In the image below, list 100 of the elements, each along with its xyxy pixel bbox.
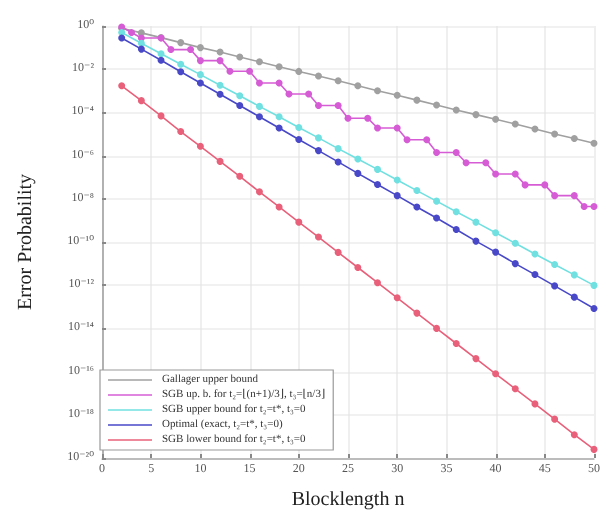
point xyxy=(413,96,421,104)
point xyxy=(177,128,185,136)
point xyxy=(452,225,460,233)
point xyxy=(570,134,578,142)
point xyxy=(236,53,244,61)
point xyxy=(393,124,401,132)
point xyxy=(492,370,500,378)
point xyxy=(433,148,441,156)
point xyxy=(374,180,382,188)
point xyxy=(570,192,578,200)
point xyxy=(413,187,421,195)
point xyxy=(196,79,204,87)
point xyxy=(137,45,145,53)
point xyxy=(236,92,244,100)
point xyxy=(580,203,588,210)
point xyxy=(236,172,244,180)
point xyxy=(314,101,322,109)
point xyxy=(492,170,500,178)
point xyxy=(216,157,224,165)
point xyxy=(118,34,126,42)
point xyxy=(472,218,480,226)
point xyxy=(255,79,263,87)
point xyxy=(364,114,372,122)
point xyxy=(354,169,362,177)
point xyxy=(413,203,421,211)
point xyxy=(196,142,204,150)
point xyxy=(236,101,244,109)
point xyxy=(551,130,559,138)
point xyxy=(570,271,578,279)
point xyxy=(314,72,322,80)
point xyxy=(196,57,204,65)
point xyxy=(393,192,401,200)
point xyxy=(374,165,382,173)
point xyxy=(492,115,500,123)
point xyxy=(551,415,559,423)
point xyxy=(551,282,559,290)
point xyxy=(393,91,401,99)
point xyxy=(472,355,480,363)
point xyxy=(403,136,411,144)
point xyxy=(433,324,441,332)
point xyxy=(551,192,559,200)
point xyxy=(423,136,431,144)
point xyxy=(433,101,441,109)
point xyxy=(433,214,441,222)
point xyxy=(334,145,342,153)
point xyxy=(590,281,598,289)
point xyxy=(216,90,224,98)
point xyxy=(433,197,441,205)
point xyxy=(137,39,145,47)
point xyxy=(314,134,322,142)
point xyxy=(462,159,470,167)
point xyxy=(255,188,263,196)
x-axis-title: Blocklength n xyxy=(291,489,405,511)
point xyxy=(157,50,165,58)
point xyxy=(295,124,303,131)
point xyxy=(246,67,254,75)
point xyxy=(590,445,598,453)
point xyxy=(128,29,136,36)
point xyxy=(177,39,185,47)
point xyxy=(452,208,460,216)
point xyxy=(472,111,480,119)
point xyxy=(334,158,342,166)
point xyxy=(118,82,126,90)
point xyxy=(393,176,401,184)
point xyxy=(413,309,421,317)
point xyxy=(482,159,490,167)
point xyxy=(275,63,283,71)
point xyxy=(570,431,578,439)
point xyxy=(374,87,382,95)
point xyxy=(511,385,519,393)
point xyxy=(452,340,460,347)
point xyxy=(196,44,204,52)
point xyxy=(541,181,549,189)
point xyxy=(295,67,303,75)
point xyxy=(452,106,460,114)
point xyxy=(275,113,283,121)
point xyxy=(216,57,224,65)
point xyxy=(137,97,145,105)
point xyxy=(374,124,382,132)
point xyxy=(521,181,529,189)
point xyxy=(314,147,322,155)
point xyxy=(393,294,401,302)
point xyxy=(305,90,313,98)
point xyxy=(157,56,165,64)
point xyxy=(255,102,263,110)
point xyxy=(511,170,519,178)
point xyxy=(492,248,500,256)
point xyxy=(216,81,224,89)
point xyxy=(511,120,519,128)
point xyxy=(531,271,539,279)
point xyxy=(334,77,342,85)
point xyxy=(295,135,303,143)
point xyxy=(255,58,263,66)
point xyxy=(187,46,195,54)
point xyxy=(314,233,322,241)
point xyxy=(334,101,342,109)
point xyxy=(334,248,342,256)
point xyxy=(590,305,598,313)
y-axis-title: Error Probability xyxy=(15,173,37,311)
point xyxy=(590,139,598,147)
